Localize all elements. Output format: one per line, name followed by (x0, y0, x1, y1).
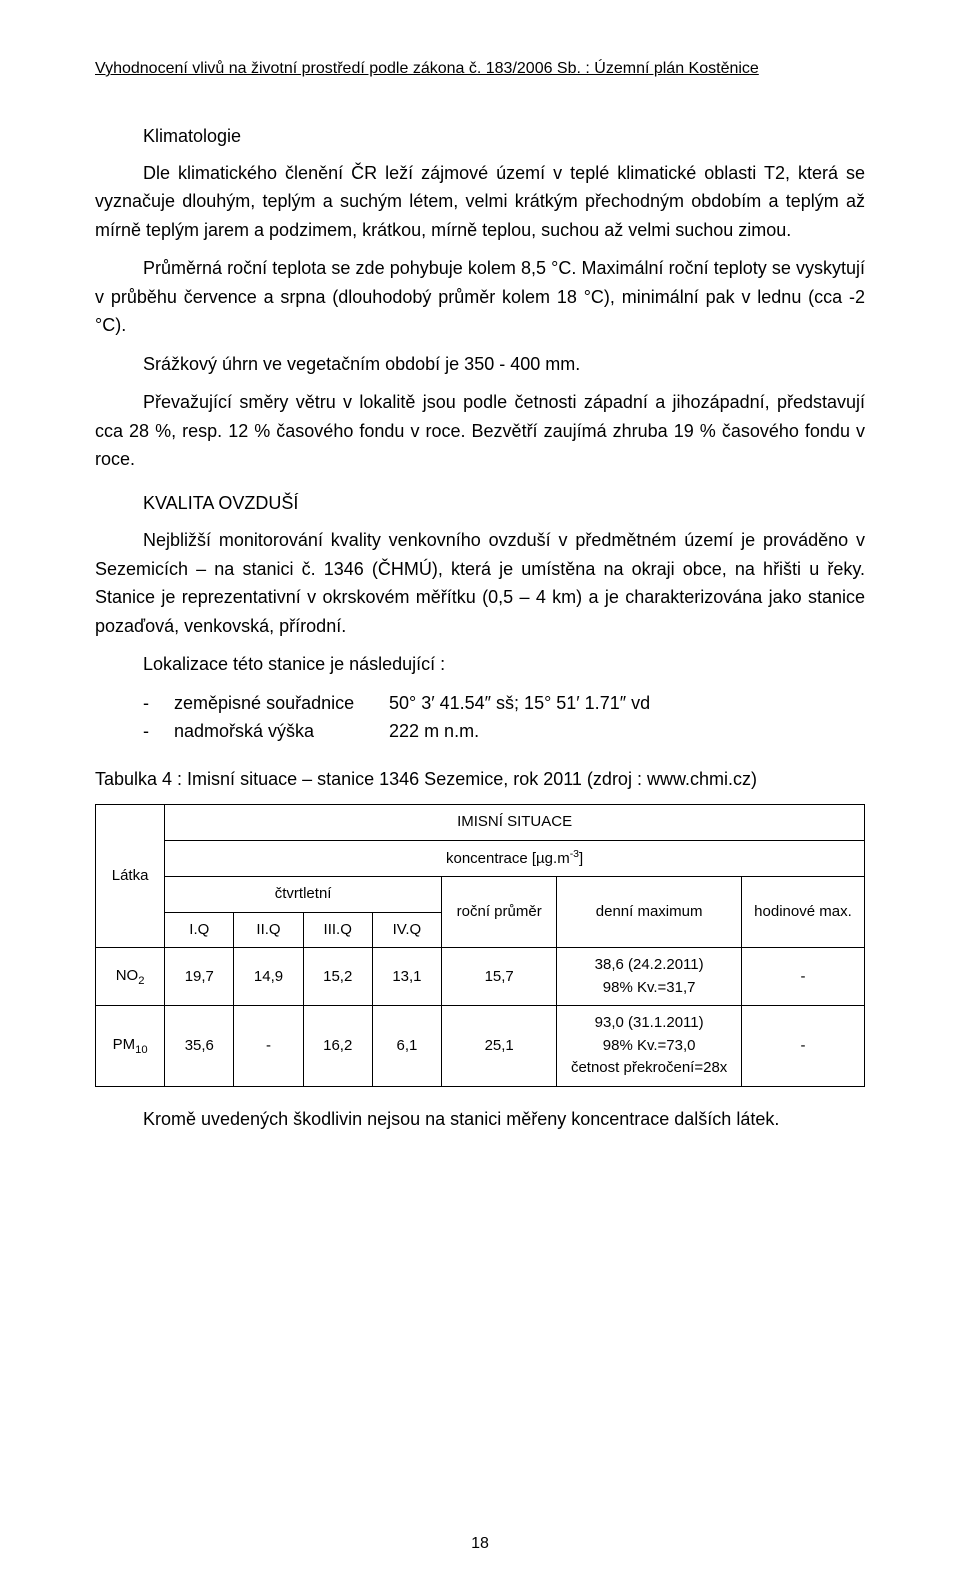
col-header: III.Q (303, 912, 372, 948)
col-header: IV.Q (372, 912, 441, 948)
cell: - (234, 1006, 303, 1087)
imis-table: Látka IMISNÍ SITUACE koncentrace [µg.m-3… (95, 804, 865, 1087)
conc-label: koncentrace [µg.m (446, 850, 570, 867)
latka-name: NO (116, 967, 139, 984)
col-header: denní maximum (557, 877, 742, 948)
paragraph: Nejbližší monitorování kvality venkovníh… (95, 526, 865, 640)
col-header: Látka (96, 805, 165, 948)
cell: 14,9 (234, 948, 303, 1006)
cell: - (741, 1006, 864, 1087)
col-header: IMISNÍ SITUACE (165, 805, 865, 841)
paragraph: Srážkový úhrn ve vegetačním období je 35… (95, 350, 865, 378)
col-header: hodinové max. (741, 877, 864, 948)
denni-line: 38,6 (24.2.2011) (595, 956, 704, 973)
table-row: NO2 19,7 14,9 15,2 13,1 15,7 38,6 (24.2.… (96, 948, 865, 1006)
section-kvalita-title: KVALITA OVZDUŠÍ (95, 493, 865, 514)
denni-line: četnost překročení=28x (571, 1059, 727, 1076)
dash-icon: - (143, 717, 169, 745)
coord-label: zeměpisné souřadnice (174, 689, 384, 717)
col-header: koncentrace [µg.m-3] (165, 840, 865, 877)
coord-label: nadmořská výška (174, 717, 384, 745)
paragraph: Převažující směry větru v lokalitě jsou … (95, 388, 865, 473)
cell: 35,6 (165, 1006, 234, 1087)
dash-icon: - (143, 689, 169, 717)
denni-line: 98% Kv.=31,7 (603, 979, 696, 996)
col-header: čtvrtletní (165, 877, 442, 913)
table-row: čtvrtletní roční průměr denní maximum ho… (96, 877, 865, 913)
list-item: - nadmořská výška 222 m n.m. (95, 717, 865, 745)
subscript: 2 (138, 975, 144, 987)
table-row: koncentrace [µg.m-3] (96, 840, 865, 877)
section-klimatologie-title: Klimatologie (95, 126, 865, 147)
latka-name: PM (113, 1036, 136, 1053)
cell: NO2 (96, 948, 165, 1006)
cell: 38,6 (24.2.2011) 98% Kv.=31,7 (557, 948, 742, 1006)
page-number: 18 (0, 1535, 960, 1553)
denni-line: 93,0 (31.1.2011) (595, 1014, 704, 1031)
cell: - (741, 948, 864, 1006)
cell: PM10 (96, 1006, 165, 1087)
cell: 13,1 (372, 948, 441, 1006)
paragraph: Dle klimatického členění ČR leží zájmové… (95, 159, 865, 244)
cell: 19,7 (165, 948, 234, 1006)
coord-value: 222 m n.m. (389, 721, 479, 741)
paragraph: Kromě uvedených škodlivin nejsou na stan… (95, 1109, 865, 1130)
paragraph: Lokalizace této stanice je následující : (95, 650, 865, 678)
cell: 93,0 (31.1.2011) 98% Kv.=73,0 četnost př… (557, 1006, 742, 1087)
cell: 15,2 (303, 948, 372, 1006)
table-row: PM10 35,6 - 16,2 6,1 25,1 93,0 (31.1.201… (96, 1006, 865, 1087)
page-header: Vyhodnocení vlivů na životní prostředí p… (95, 60, 865, 78)
col-header: II.Q (234, 912, 303, 948)
table-caption: Tabulka 4 : Imisní situace – stanice 134… (95, 769, 865, 790)
cell: 6,1 (372, 1006, 441, 1087)
conc-label-suf: ] (579, 850, 583, 867)
col-header: I.Q (165, 912, 234, 948)
list-item: - zeměpisné souřadnice 50° 3′ 41.54″ sš;… (95, 689, 865, 717)
cell: 15,7 (442, 948, 557, 1006)
table-row: Látka IMISNÍ SITUACE (96, 805, 865, 841)
denni-line: 98% Kv.=73,0 (603, 1037, 696, 1054)
col-header: roční průměr (442, 877, 557, 948)
coord-value: 50° 3′ 41.54″ sš; 15° 51′ 1.71″ vd (389, 693, 650, 713)
cell: 16,2 (303, 1006, 372, 1087)
paragraph: Průměrná roční teplota se zde pohybuje k… (95, 254, 865, 339)
cell: 25,1 (442, 1006, 557, 1087)
subscript: 10 (135, 1044, 148, 1056)
exponent: -3 (570, 848, 579, 860)
